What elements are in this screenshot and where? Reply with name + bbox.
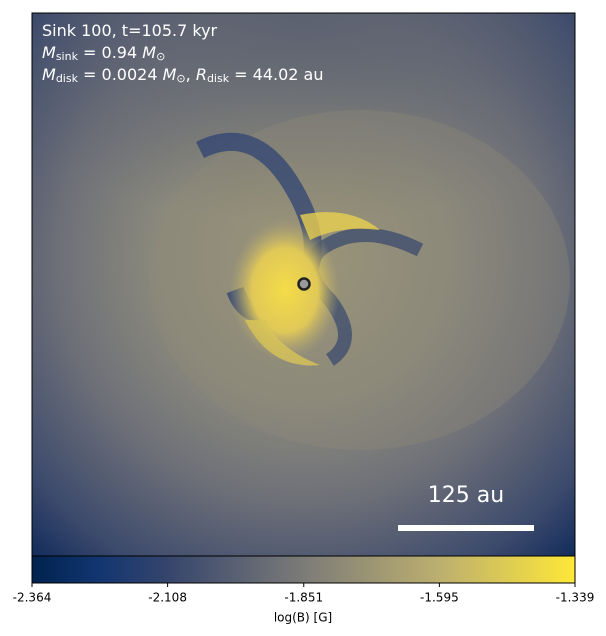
annotation-text: ⊙ — [156, 50, 165, 63]
scale-bar-label: 125 au — [428, 483, 504, 508]
colorbar — [31, 555, 576, 584]
annotation-text: = 0.94 — [78, 43, 142, 62]
simulation-image — [32, 13, 575, 556]
annotation-text: M — [142, 43, 156, 62]
colorbar-label: log(B) [G] — [274, 611, 332, 625]
colorbar-tick-label: -2.364 — [13, 591, 52, 605]
annotation-text: ⊙ — [176, 72, 185, 85]
annotation-text: = 44.02 au — [229, 65, 323, 84]
colorbar-tick-label: -1.339 — [556, 591, 595, 605]
annotation-text: = 0.0024 — [78, 65, 163, 84]
annotation-text: M — [163, 65, 177, 84]
annotation-text: R — [196, 65, 207, 84]
colorbar-tick-label: -2.108 — [148, 591, 187, 605]
annotation-text: M — [42, 43, 56, 62]
colorbar-tick-label: -1.851 — [284, 591, 323, 605]
colorbar-tick-label: -1.595 — [420, 591, 459, 605]
annotation: Msink = 0.94 M⊙ — [42, 43, 165, 64]
annotation-text: , — [186, 65, 196, 84]
annotation-text: Sink 100, t=105.7 kyr — [42, 21, 218, 40]
sink-marker — [297, 277, 311, 291]
annotation-text: M — [42, 65, 56, 84]
annotation-text: disk — [56, 72, 79, 85]
annotation-text: disk — [207, 72, 230, 85]
annotation-text: sink — [56, 50, 79, 63]
annotation: Mdisk = 0.0024 M⊙, Rdisk = 44.02 au — [42, 65, 324, 86]
annotation: Sink 100, t=105.7 kyr — [42, 21, 218, 40]
